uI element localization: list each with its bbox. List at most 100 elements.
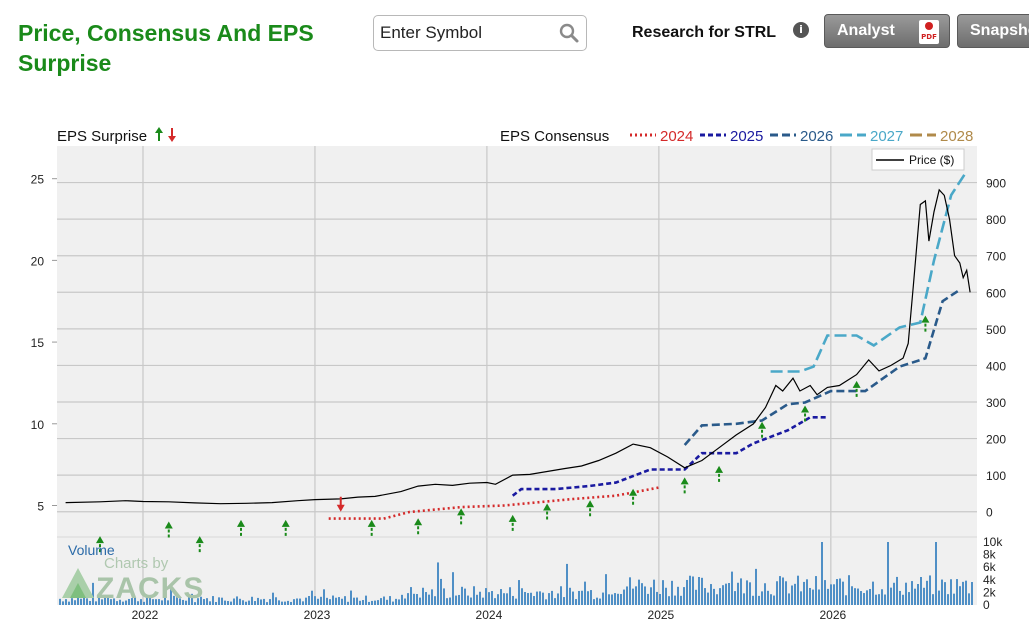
consensus-line-2027: [770, 173, 967, 373]
volume-bar: [164, 597, 166, 605]
volume-bar: [272, 592, 274, 605]
volume-bar: [740, 578, 742, 605]
volume-bar: [563, 597, 565, 605]
volume-bar: [443, 588, 445, 605]
search-icon[interactable]: [558, 22, 580, 44]
volume-bar: [245, 601, 247, 605]
volume-bar: [734, 591, 736, 605]
analyst-report-button[interactable]: Analyst PDF: [824, 14, 950, 48]
symbol-search-box[interactable]: [373, 15, 587, 51]
volume-bar: [881, 589, 883, 605]
volume-bar: [380, 598, 382, 605]
volume-bar: [779, 576, 781, 605]
volume-bar: [167, 600, 169, 605]
volume-bar: [500, 589, 502, 605]
volume-bar: [776, 581, 778, 605]
volume-bar: [314, 596, 316, 605]
volume-bar: [950, 579, 952, 605]
volume-bar: [659, 593, 661, 605]
volume-bar: [278, 600, 280, 605]
volume-bar: [632, 588, 634, 605]
volume-bar: [158, 599, 160, 605]
volume-bar: [752, 595, 754, 605]
volume-bar: [458, 594, 460, 605]
volume-bar: [899, 590, 901, 605]
volume-bar: [302, 601, 304, 605]
volume-bar: [839, 578, 841, 605]
volume-bar: [635, 586, 637, 605]
pdf-icon-label: PDF: [921, 33, 937, 41]
volume-bar: [809, 587, 811, 605]
volume-bar: [335, 597, 337, 605]
eps-surprise-up-arrow: [921, 315, 930, 332]
legend-label-2024: 2024: [660, 128, 693, 145]
volume-bar: [710, 584, 712, 605]
volume-bar: [620, 594, 622, 605]
volume-bar: [575, 599, 577, 605]
volume-bar: [551, 590, 553, 605]
volume-bar: [578, 590, 580, 605]
volume-bar: [419, 597, 421, 605]
volume-bar: [824, 580, 826, 605]
arrow-head: [586, 500, 595, 508]
volume-bar: [530, 592, 532, 605]
info-icon[interactable]: i: [793, 22, 809, 38]
volume-bar: [191, 593, 193, 605]
volume-bar: [104, 597, 106, 605]
volume-tick-label: 0: [983, 598, 990, 612]
volume-bar: [332, 595, 334, 605]
eps-surprise-up-arrow: [629, 488, 638, 505]
surprise-up-arrow-icon: [155, 127, 163, 141]
volume-bar: [371, 600, 373, 605]
volume-bar: [641, 583, 643, 605]
legend-label-2028: 2028: [940, 128, 973, 145]
volume-bar: [479, 591, 481, 605]
volume-bar: [527, 593, 529, 605]
symbol-input[interactable]: [380, 21, 550, 45]
legend-label-2027: 2027: [870, 128, 903, 145]
eps-surprise-up-arrow: [801, 405, 810, 422]
volume-bar: [77, 597, 79, 605]
arrow-head: [629, 488, 638, 496]
y-right-tick-label: 700: [986, 250, 1006, 264]
volume-bar: [959, 586, 961, 605]
volume-bar: [518, 580, 520, 605]
eps-surprise-up-arrow: [237, 519, 245, 536]
volume-bar: [515, 598, 517, 605]
volume-bar: [674, 595, 676, 605]
volume-tick-label: 4k: [983, 573, 997, 587]
volume-bar: [365, 595, 367, 605]
volume-bar: [155, 599, 157, 605]
volume-bar: [209, 601, 211, 605]
volume-bar: [731, 571, 733, 605]
arrow-head: [336, 504, 345, 512]
volume-bar: [560, 586, 562, 605]
volume-bar: [629, 577, 631, 605]
watermark-brand: ZACKS: [96, 572, 204, 605]
volume-bar: [521, 588, 523, 605]
research-label: Research for STRL: [632, 24, 777, 41]
volume-bar: [404, 598, 406, 605]
volume-bar: [347, 601, 349, 605]
volume-bar: [743, 593, 745, 605]
volume-bar: [257, 597, 259, 605]
eps-surprise-up-arrow: [195, 536, 204, 553]
volume-bar: [92, 582, 94, 605]
volume-bar: [116, 601, 118, 605]
volume-bar: [248, 600, 250, 605]
volume-bar: [707, 592, 709, 605]
y-left-tick-label: 5: [37, 499, 44, 513]
volume-bar: [647, 593, 649, 605]
volume-bar: [851, 586, 853, 605]
volume-bar: [971, 582, 973, 605]
arrow-head: [543, 503, 552, 511]
volume-bar: [794, 583, 796, 605]
eps-surprise-up-arrow: [281, 519, 290, 536]
arrow-head: [921, 315, 930, 323]
volume-bar: [107, 595, 109, 605]
volume-bar: [122, 601, 124, 605]
snapshot-button-label: Snapshot: [970, 22, 1029, 39]
volume-bar: [638, 579, 640, 605]
volume-bar: [362, 600, 364, 605]
snapshot-report-button[interactable]: Snapshot: [957, 14, 1029, 48]
